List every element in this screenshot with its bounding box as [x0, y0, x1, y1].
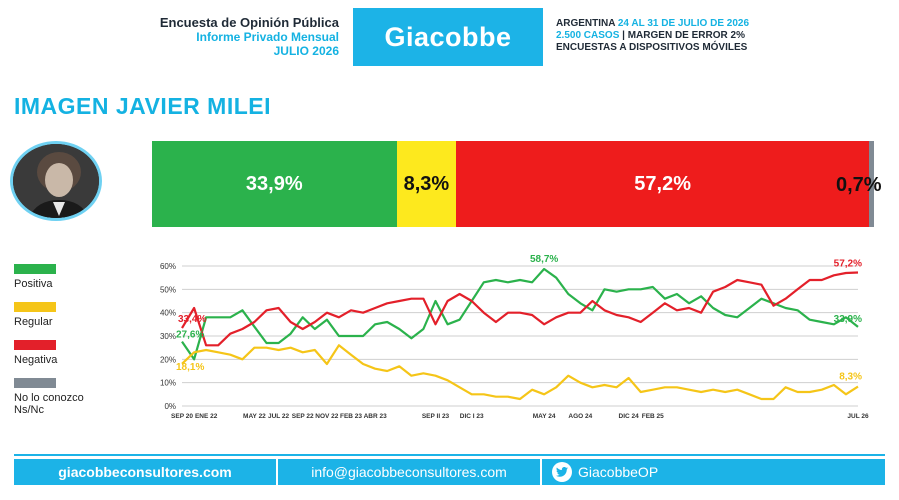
brand-logo: Giacobbe: [353, 8, 543, 66]
x-tick-label: JUL 22: [268, 413, 290, 420]
x-tick-label: NOV 22: [315, 413, 339, 420]
survey-dates: ARGENTINA 24 AL 31 DE JULIO DE 2026: [556, 18, 749, 30]
legend-swatch-negativa: [14, 340, 56, 350]
twitter-icon: [552, 462, 572, 482]
footer-twitter-link[interactable]: GiacobbeOP: [552, 462, 658, 482]
data-label-regular: 18,1%: [176, 362, 204, 373]
series-line-negativa: [181, 271, 859, 347]
legend-item-positiva: Positiva: [14, 264, 124, 290]
x-tick-label: ENE 22: [195, 413, 218, 420]
data-label-regular: 8,3%: [839, 372, 862, 383]
footer-website-link[interactable]: giacobbeconsultores.com: [58, 464, 232, 480]
survey-country: ARGENTINA: [556, 18, 616, 29]
summary-negativa-value: 57,2%: [634, 172, 691, 195]
legend-swatch-nsnc: [14, 378, 56, 388]
sample-size: 2.500 CASOS: [556, 30, 620, 41]
y-tick-label: 20%: [160, 355, 176, 364]
summary-nsnc-segment: [868, 141, 874, 227]
summary-positiva-value: 33,9%: [245, 172, 303, 195]
legend-label-positiva: Positiva: [14, 278, 53, 290]
report-type: Informe Privado Mensual: [196, 30, 339, 44]
y-tick-label: 50%: [160, 285, 176, 294]
portrait-image: [13, 144, 99, 218]
summary-nsnc-value: 0,7%: [836, 174, 882, 196]
brand-name: Giacobbe: [384, 21, 512, 52]
data-label-positiva: 33,9%: [834, 314, 862, 325]
x-tick-label: FEB 25: [642, 413, 664, 420]
survey-method: ENCUESTAS A DISPOSITIVOS MÓVILES: [556, 42, 748, 53]
data-label-negativa: 57,2%: [834, 259, 862, 270]
footer-separator: [276, 459, 278, 485]
x-tick-label: DIC I 23: [460, 413, 484, 420]
twitter-handle: GiacobbeOP: [578, 464, 659, 480]
legend-item-negativa: Negativa: [14, 340, 124, 366]
x-tick-label: ABR 23: [364, 413, 388, 420]
summary-negativa-segment: 57,2%: [456, 141, 869, 227]
legend-label-nsnc-1: No lo conozco: [14, 392, 84, 404]
survey-title: Encuesta de Opinión Pública: [159, 15, 339, 30]
x-tick-label: SEP 22: [292, 413, 314, 420]
y-tick-label: 30%: [160, 332, 176, 341]
series-line-regular: [181, 344, 859, 401]
x-tick-label: AGO 24: [568, 413, 592, 420]
summary-positiva-segment: 33,9%: [152, 141, 397, 227]
legend-swatch-regular: [14, 302, 56, 312]
summary-regular-segment: 8,3%: [396, 141, 457, 227]
avatar: [10, 141, 102, 221]
legend-item-regular: Regular: [14, 302, 124, 328]
page-title: IMAGEN JAVIER MILEI: [14, 93, 271, 119]
margin-of-error: | MARGEN DE ERROR 2%: [619, 30, 745, 41]
x-tick-label: JUL 26: [847, 413, 869, 420]
report-header-left: Encuesta de Opinión Pública Informe Priv…: [159, 15, 339, 59]
y-tick-label: 10%: [160, 379, 176, 388]
trend-line-chart: 0%10%20%30%40%50%60%SEP 20 ENE 22 MAY 22 JU…: [160, 254, 869, 420]
legend-label-negativa: Negativa: [14, 354, 58, 366]
legend-label-regular: Regular: [14, 316, 53, 328]
y-tick-label: 40%: [160, 309, 176, 318]
footer-bar: giacobbeconsultores.com info@giacobbecon…: [14, 459, 885, 485]
legend-label-nsnc-2: Ns/Nc: [14, 404, 44, 416]
footer-separator: [540, 459, 542, 485]
data-label-positiva: 27,6%: [176, 330, 204, 341]
summary-stacked-bar: 33,9% 8,3% 57,2%: [152, 141, 874, 227]
y-tick-label: 60%: [160, 262, 176, 271]
x-tick-label: SEP II 23: [422, 413, 450, 420]
footer-email-link[interactable]: info@giacobbeconsultores.com: [311, 464, 507, 480]
series-line-positiva: [181, 267, 859, 361]
footer-divider: [14, 454, 885, 456]
x-tick-label: FEB 23: [340, 413, 362, 420]
survey-period: 24 AL 31 DE JULIO DE 2026: [615, 18, 750, 29]
report-header-right: ARGENTINA 24 AL 31 DE JULIO DE 2026 2.50…: [556, 18, 749, 54]
x-tick-label: DIC 24: [619, 413, 640, 420]
x-tick-label: MAY 22: [243, 413, 266, 420]
x-tick-label: SEP 20: [171, 413, 193, 420]
data-label-negativa: 33,4%: [178, 314, 206, 325]
legend-item-nsnc: No lo conozco Ns/Nc: [14, 378, 124, 416]
x-tick-label: MAY 24: [533, 413, 556, 420]
y-tick-label: 0%: [164, 402, 176, 411]
summary-regular-value: 8,3%: [403, 172, 450, 195]
data-label-positiva: 58,7%: [530, 254, 558, 265]
legend-swatch-positiva: [14, 264, 56, 274]
report-month: JULIO 2026: [273, 44, 339, 58]
survey-sample: 2.500 CASOS | MARGEN DE ERROR 2%: [556, 30, 749, 42]
